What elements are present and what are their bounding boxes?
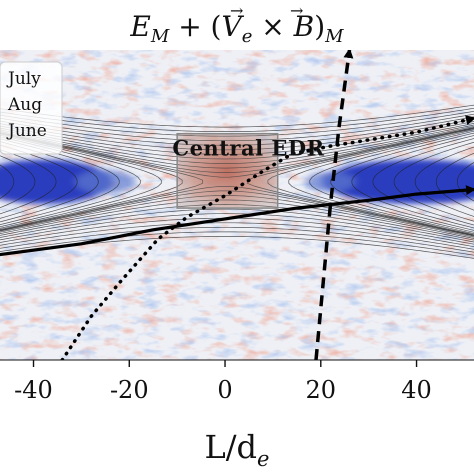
- magnetic-field-lines: [0, 104, 474, 259]
- legend-entry-aug: Aug: [7, 95, 42, 115]
- chart-title: EM + (Ve × B)M → →: [129, 1, 344, 47]
- band-right-fade: [305, 171, 356, 192]
- title-V: V: [221, 10, 244, 43]
- x-tick-label: 40: [401, 376, 432, 404]
- field-line: [0, 141, 99, 223]
- field-line: [0, 149, 57, 215]
- title-sub-M1: M: [150, 26, 170, 47]
- legend-entry-june: June: [6, 121, 47, 141]
- field-line: [0, 123, 474, 160]
- trajectory-dashed: [314, 50, 354, 360]
- x-tick-label: -20: [110, 376, 149, 404]
- field-line: [393, 141, 474, 222]
- field-line: [0, 113, 474, 142]
- field-line: [0, 138, 120, 226]
- field-line: [0, 213, 474, 245]
- trajectory-solid: [0, 185, 474, 257]
- field-line: [0, 126, 474, 173]
- field-line: [0, 231, 474, 256]
- field-line: [0, 127, 474, 178]
- title-vec-arrow-v: →: [230, 1, 243, 20]
- field-line: [267, 128, 474, 236]
- band-left-fade: [75, 169, 136, 194]
- legend-entry-july: July: [6, 69, 41, 89]
- legend: July Aug June: [0, 61, 63, 155]
- field-line: [0, 195, 474, 238]
- title-sub-e: e: [242, 26, 253, 47]
- spacecraft-trajectories: [0, 50, 474, 360]
- field-line: [0, 144, 78, 219]
- field-line: [0, 121, 474, 155]
- x-tick-label: 20: [306, 376, 337, 404]
- field-line: [0, 110, 474, 137]
- field-line: [0, 133, 183, 230]
- field-line: [0, 124, 474, 164]
- field-line: [0, 104, 474, 128]
- title-sub-M2: M: [324, 26, 344, 47]
- svg-text:EM + (Ve × B)M: EM + (Ve × B)M: [129, 10, 344, 47]
- x-tick-label: -40: [14, 376, 53, 404]
- central-edr-label: Central EDR: [172, 135, 324, 160]
- field-line: [414, 146, 474, 217]
- field-line: [0, 199, 474, 239]
- trajectory-dotted: [60, 115, 474, 360]
- field-line: [0, 134, 162, 229]
- field-line: [0, 133, 204, 231]
- field-line: [0, 222, 474, 250]
- field-line: [351, 135, 474, 229]
- field-line: [0, 116, 474, 146]
- field-line: [372, 138, 474, 226]
- field-line: [0, 208, 474, 243]
- legend-frame: [0, 61, 63, 155]
- field-line: [0, 155, 36, 209]
- field-line: [0, 125, 474, 169]
- field-line: [0, 226, 474, 253]
- field-line: [0, 190, 474, 237]
- field-line: [309, 130, 474, 233]
- field-line: [0, 118, 474, 151]
- field-line: [288, 129, 474, 235]
- field-line: [435, 152, 474, 211]
- x-axis: -40 -20 0 20 40: [0, 359, 474, 404]
- field-line: [0, 204, 474, 241]
- title-B: B: [293, 10, 315, 43]
- x-axis-label: L/de: [205, 428, 270, 471]
- field-line: [0, 136, 141, 228]
- field-line: [246, 127, 474, 236]
- title-E: E: [129, 10, 150, 43]
- field-line: [0, 107, 474, 132]
- title-vec-arrow-b: →: [290, 1, 303, 20]
- x-tick-label: 0: [217, 376, 232, 404]
- field-line: [330, 132, 474, 231]
- plot-area: Central EDR: [0, 50, 474, 360]
